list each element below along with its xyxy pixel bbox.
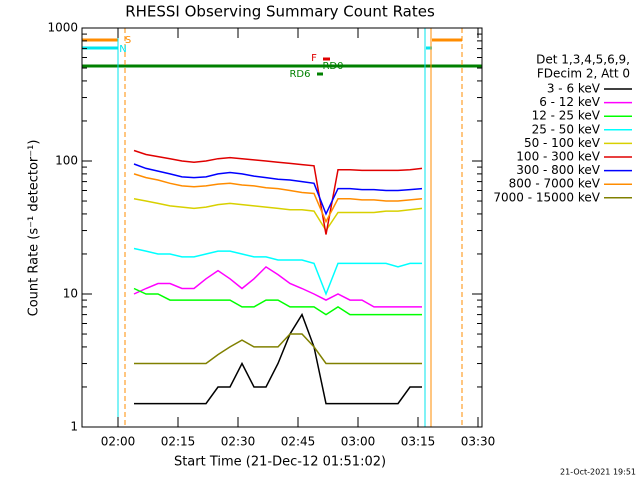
series-line <box>133 198 423 232</box>
chart-title: RHESSI Observing Summary Count Rates <box>125 3 435 21</box>
legend-label: 25 - 50 keV <box>532 122 601 136</box>
y-tick-label: 1000 <box>47 21 78 35</box>
legend-label: 7000 - 15000 keV <box>493 190 600 204</box>
legend-label: 6 - 12 keV <box>539 95 601 109</box>
x-axis-label: Start Time (21-Dec-12 01:51:02) <box>174 455 386 470</box>
plot-frame <box>81 27 483 428</box>
annotation: S <box>125 35 131 46</box>
legend-label: 3 - 6 keV <box>547 82 601 96</box>
series-line <box>133 149 423 235</box>
series-line <box>134 312 422 405</box>
series-line <box>134 333 422 365</box>
series-line <box>133 163 423 216</box>
x-tick-label: 03:15 <box>401 435 436 449</box>
legend-title: Det 1,3,4,5,6,9, <box>536 53 630 67</box>
plot-area <box>133 149 423 405</box>
y-axis-label: Count Rate (s⁻¹ detector⁻¹) <box>27 140 42 317</box>
legend-label: 50 - 100 keV <box>524 136 601 150</box>
x-tick-label: 02:15 <box>161 435 196 449</box>
legend-label: 300 - 800 keV <box>516 163 600 177</box>
series-line <box>133 265 422 308</box>
annotation: N <box>119 44 126 55</box>
annotation: RD6 <box>289 69 310 80</box>
y-tick-label: 100 <box>55 154 78 168</box>
series-line <box>133 173 423 224</box>
x-tick-label: 02:30 <box>221 435 256 449</box>
footer: 21-Oct-2021 19:51 <box>560 468 636 477</box>
x-tick-label: 02:45 <box>281 435 316 449</box>
legend-label: 12 - 25 keV <box>532 109 601 123</box>
annotation: F <box>311 53 317 64</box>
legend-label: 100 - 300 keV <box>516 150 600 164</box>
annotation: RD0 <box>322 61 343 72</box>
legend-label: 800 - 7000 keV <box>509 177 601 191</box>
series-line <box>133 247 422 297</box>
y-tick-label: 10 <box>63 287 78 301</box>
y-tick-label: 1 <box>70 420 78 434</box>
legend-title: FDecim 2, Att 0 <box>537 67 630 81</box>
series-line <box>133 287 422 316</box>
x-tick-label: 02:00 <box>101 435 136 449</box>
x-tick-label: 03:30 <box>461 435 496 449</box>
x-tick-label: 03:00 <box>341 435 376 449</box>
